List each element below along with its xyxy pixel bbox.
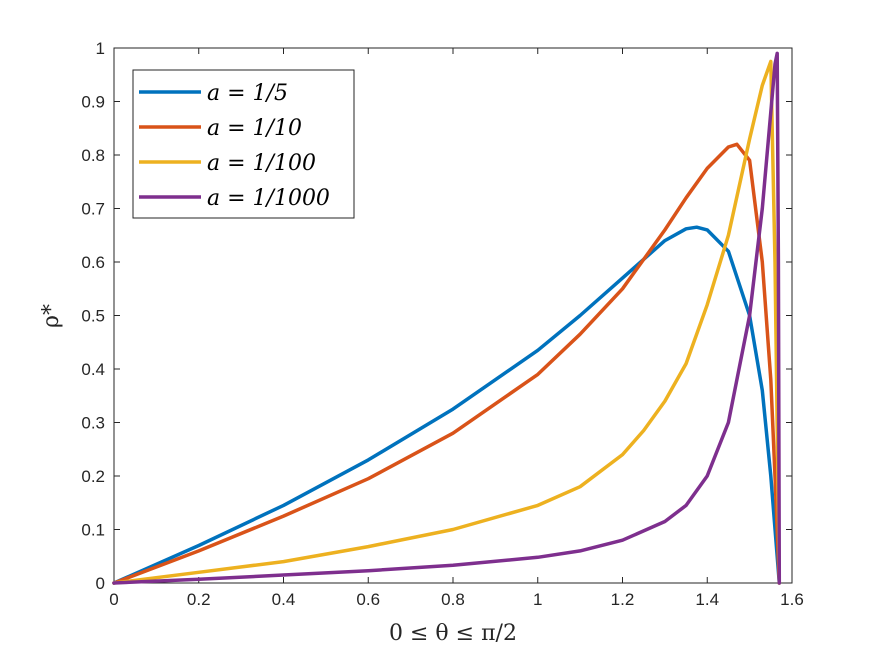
y-tick-label: 0: [96, 574, 105, 593]
x-tick-label: 0: [109, 590, 118, 609]
x-tick-label: 1.2: [611, 590, 635, 609]
x-axis-title: 0 ≤ θ ≤ π/2: [389, 621, 517, 646]
legend-items: a = 1/5 a = 1/10 a = 1/100 a = 1/1000: [139, 81, 330, 211]
series-line-1: [112, 225, 782, 585]
y-tick-label: 0.6: [81, 253, 105, 272]
y-tick-label: 0.4: [81, 360, 105, 379]
x-tick-label: 1.6: [780, 590, 804, 609]
legend: a = 1/5 a = 1/10 a = 1/100 a = 1/1000: [132, 69, 355, 219]
legend-label-4: a = 1/1000: [207, 186, 330, 211]
x-tick-label: 1: [533, 590, 542, 609]
y-tick-label: 0.5: [81, 307, 105, 326]
y-tick-label: 0.3: [81, 414, 105, 433]
y-tick-label: 0.1: [81, 521, 105, 540]
series-layer: [112, 51, 782, 585]
legend-label-3: a = 1/100: [207, 151, 316, 176]
y-tick-label: 0.9: [81, 93, 105, 112]
series-line-4: [112, 51, 782, 585]
y-axis-title: ρ*: [39, 304, 64, 328]
series-line-2: [112, 142, 782, 585]
x-tick-label: 0.8: [441, 590, 465, 609]
x-tick-label: 0.6: [356, 590, 380, 609]
y-tick-label: 0.7: [81, 200, 105, 219]
y-tick-label: 0.2: [81, 467, 105, 486]
series-line-3: [112, 59, 782, 585]
x-axis-ticks: 0 0.2 0.4 0.6 0.8 1 1.2 1.4 1.6: [109, 48, 804, 609]
y-tick-label: 1: [96, 39, 105, 58]
legend-box: [132, 69, 355, 219]
legend-label-1: a = 1/5: [207, 81, 288, 106]
x-tick-label: 0.4: [272, 590, 296, 609]
legend-label-2: a = 1/10: [207, 116, 302, 141]
y-axis-ticks: 0 0.1 0.2 0.3 0.4 0.5 0.6 0.7 0.8 0.9 1: [81, 39, 792, 593]
x-tick-label: 1.4: [695, 590, 719, 609]
x-tick-label: 0.2: [187, 590, 211, 609]
y-tick-label: 0.8: [81, 146, 105, 165]
